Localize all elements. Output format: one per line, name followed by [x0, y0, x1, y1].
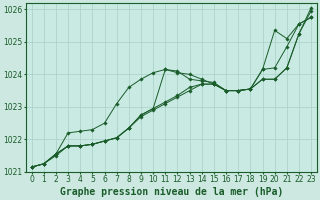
X-axis label: Graphe pression niveau de la mer (hPa): Graphe pression niveau de la mer (hPa)	[60, 187, 283, 197]
